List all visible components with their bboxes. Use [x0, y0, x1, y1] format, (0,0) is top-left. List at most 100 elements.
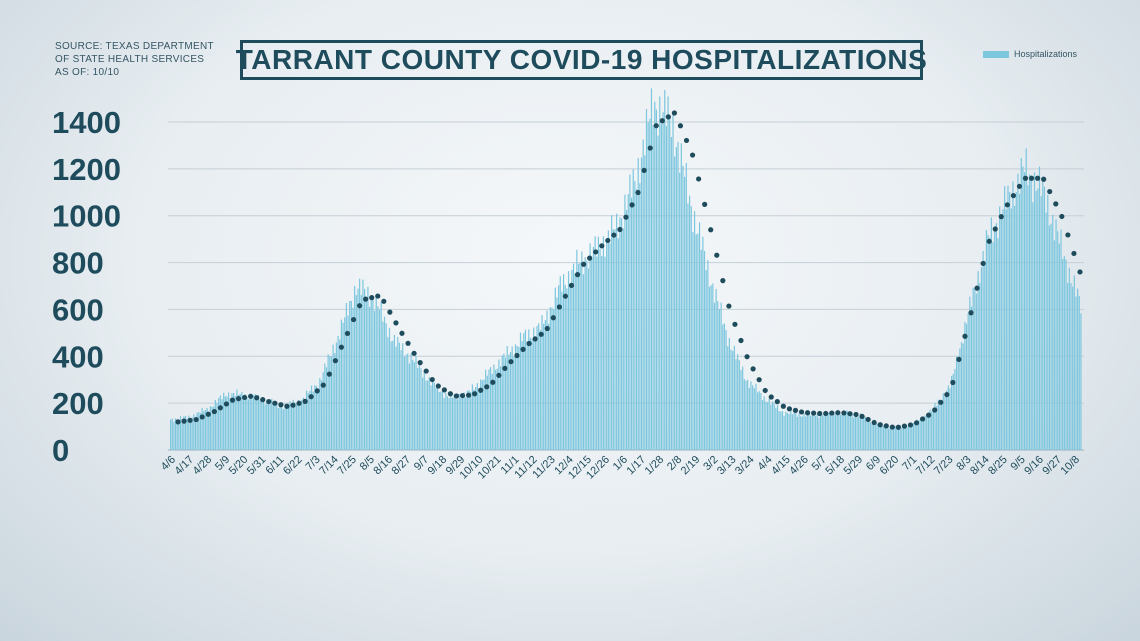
- bar: [969, 296, 971, 450]
- x-tick-label: 1/28: [643, 454, 667, 478]
- trend-dot: [738, 337, 744, 344]
- y-axis-ticks: 0 200 400 600 800 1000 1200 1400: [52, 105, 121, 468]
- trend-dot: [1053, 201, 1059, 207]
- x-axis-ticks: 4/64/174/285/95/205/316/116/227/37/147/2…: [159, 454, 1082, 482]
- bar: [800, 416, 802, 450]
- bar: [304, 399, 306, 450]
- bar: [907, 424, 910, 450]
- trend-dot: [387, 309, 393, 315]
- trend-dot: [193, 416, 199, 423]
- bar: [574, 273, 576, 450]
- bar: [838, 411, 840, 450]
- bar: [198, 411, 200, 450]
- bar: [1067, 282, 1069, 450]
- x-tick-label: 7/23: [932, 454, 956, 478]
- trend-dot: [284, 403, 290, 409]
- bar: [702, 236, 704, 450]
- bar: [224, 396, 226, 450]
- bar: [982, 250, 984, 450]
- bar: [415, 355, 417, 450]
- trend-dot: [459, 392, 466, 399]
- bar: [584, 257, 586, 450]
- bar: [291, 405, 293, 450]
- bar: [296, 404, 298, 450]
- bar: [964, 321, 966, 450]
- bar: [788, 413, 790, 450]
- bar: [1005, 209, 1007, 450]
- bar: [944, 396, 946, 450]
- trend-dot: [254, 395, 260, 401]
- bar: [937, 399, 939, 450]
- bar: [635, 189, 638, 451]
- bar: [234, 396, 236, 450]
- bar: [458, 393, 460, 450]
- bar: [972, 287, 974, 450]
- bar: [196, 412, 198, 450]
- bar: [393, 334, 396, 450]
- bar: [1027, 185, 1029, 450]
- bar: [206, 407, 208, 450]
- x-tick-label: 7/25: [335, 454, 359, 478]
- bar: [216, 402, 218, 450]
- bar: [1010, 208, 1012, 450]
- trend-dot: [605, 237, 611, 244]
- bar: [244, 394, 246, 450]
- bar: [725, 330, 727, 450]
- bar: [818, 417, 820, 450]
- bar: [717, 301, 719, 450]
- trend-dot: [435, 383, 441, 389]
- trend-dot: [199, 414, 205, 420]
- bar: [1052, 214, 1054, 450]
- trend-dot: [187, 417, 193, 423]
- trend-dot: [938, 399, 944, 405]
- trend-dot: [798, 409, 805, 415]
- bar: [730, 349, 732, 450]
- bar: [572, 263, 575, 450]
- bar: [184, 415, 187, 450]
- legend: Hospitalizations: [983, 49, 1077, 59]
- bar: [1065, 259, 1067, 450]
- bar: [626, 209, 628, 450]
- trend-dot: [338, 344, 345, 350]
- trend-dot: [429, 376, 435, 383]
- bar: [748, 387, 750, 450]
- bar: [1037, 188, 1039, 450]
- bar: [622, 228, 624, 450]
- bar: [214, 399, 216, 450]
- trend-dot: [744, 354, 750, 360]
- bar: [601, 256, 603, 450]
- bar: [385, 323, 387, 450]
- bar: [587, 268, 590, 450]
- bar: [990, 217, 992, 450]
- trend-dot: [629, 202, 635, 208]
- trend-dot: [496, 372, 502, 378]
- bar: [780, 411, 782, 450]
- bar: [664, 89, 666, 450]
- bar: [955, 356, 958, 450]
- bar: [553, 309, 555, 450]
- bar: [289, 401, 291, 450]
- bar: [1004, 186, 1006, 450]
- bar: [836, 414, 838, 450]
- bar: [960, 342, 963, 450]
- bar: [417, 367, 419, 450]
- bar: [392, 340, 394, 450]
- chart-title: TARRANT COUNTY COVID-19 HOSPITALIZATIONS: [236, 40, 927, 80]
- bar: [904, 426, 906, 450]
- bar: [1042, 176, 1044, 450]
- bar: [315, 385, 318, 450]
- trend-dot: [344, 330, 351, 337]
- bar: [317, 388, 319, 450]
- bar: [679, 172, 681, 450]
- bar: [692, 232, 694, 450]
- bar: [987, 234, 989, 450]
- bar: [287, 403, 289, 450]
- bar: [463, 392, 465, 450]
- bar: [609, 243, 611, 450]
- bar: [490, 367, 492, 450]
- source-line-1: SOURCE: TEXAS DEPARTMENT: [55, 41, 214, 52]
- bar: [1048, 225, 1051, 450]
- bar: [509, 352, 512, 450]
- bar: [833, 412, 835, 450]
- bar: [929, 409, 931, 450]
